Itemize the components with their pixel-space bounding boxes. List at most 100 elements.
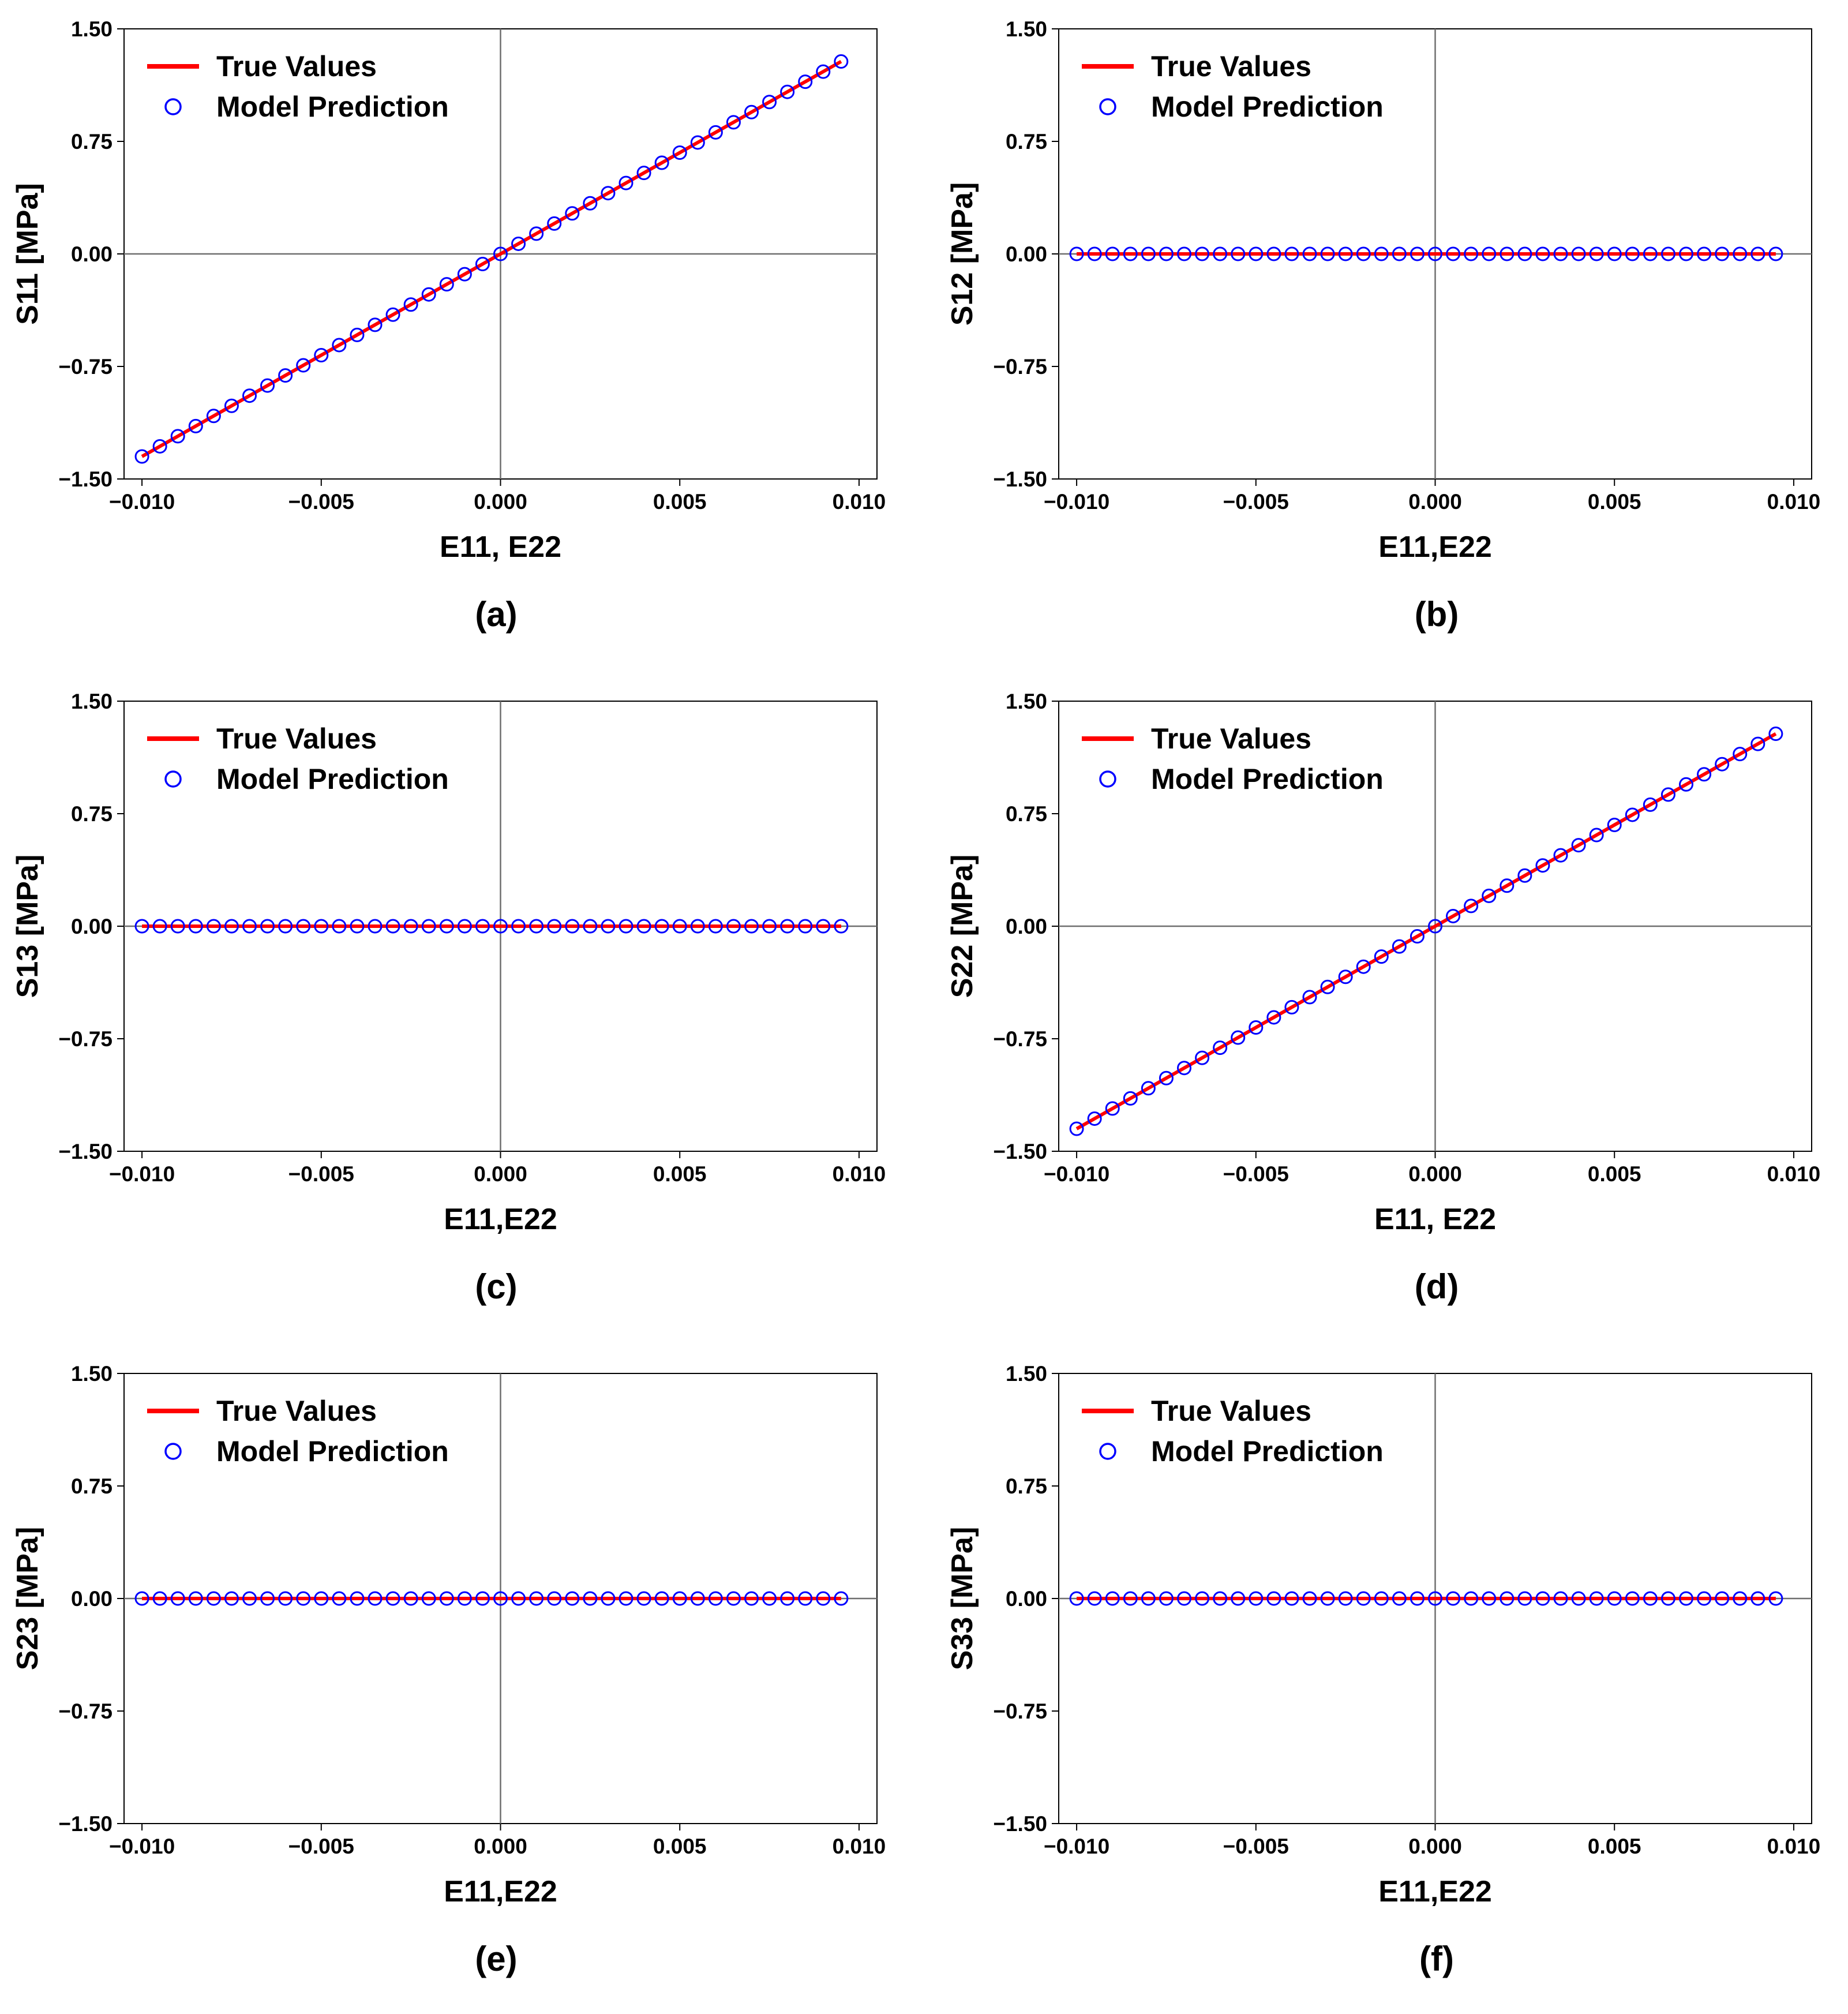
y-axis-label: S22 [MPa]: [946, 855, 979, 998]
model-prediction-point: [726, 115, 741, 130]
x-tick-label: 0.000: [474, 490, 527, 514]
model-prediction-point: [565, 919, 580, 934]
model-prediction-point: [1266, 246, 1281, 261]
caption-f: (f): [1419, 1940, 1454, 1978]
legend-model-prediction-swatch: [164, 98, 182, 115]
model-prediction-point: [1392, 246, 1407, 261]
model-prediction-point: [403, 1591, 418, 1606]
model-prediction-point: [1733, 246, 1748, 261]
model-prediction-point: [744, 919, 759, 934]
model-prediction-point: [1464, 1591, 1479, 1606]
x-tick-label: 0.000: [474, 1162, 527, 1186]
legend-model-prediction-swatch: [1099, 98, 1116, 115]
model-prediction-point: [1231, 246, 1246, 261]
model-prediction-point: [1320, 246, 1335, 261]
model-prediction-point: [385, 307, 400, 322]
model-prediction-point: [134, 919, 149, 934]
y-tick-label: 0.75: [71, 1474, 113, 1498]
model-prediction-point: [1571, 246, 1586, 261]
caption-e: (e): [475, 1940, 518, 1978]
model-prediction-point: [834, 1591, 849, 1606]
model-prediction-point: [439, 277, 454, 292]
model-prediction-point: [1697, 1591, 1712, 1606]
model-prediction-point: [1320, 1591, 1335, 1606]
model-prediction-point: [439, 919, 454, 934]
model-prediction-point: [493, 1591, 508, 1606]
model-prediction-point: [421, 287, 436, 302]
x-tick-label: 0.000: [1408, 490, 1462, 514]
model-prediction-point: [1213, 1591, 1228, 1606]
model-prediction-point: [403, 297, 418, 312]
legend-model-prediction-swatch: [164, 770, 182, 788]
model-prediction-point: [206, 409, 221, 424]
y-tick-label: −1.50: [58, 1140, 113, 1163]
x-tick-label: −0.010: [109, 490, 175, 514]
y-axis-label: S11 [MPa]: [12, 183, 44, 325]
x-tick-label: −0.005: [288, 1162, 354, 1186]
model-prediction-point: [457, 1591, 472, 1606]
model-prediction-point: [206, 1591, 221, 1606]
model-prediction-point: [654, 155, 669, 170]
model-prediction-point: [278, 368, 293, 383]
model-prediction-point: [1213, 1040, 1228, 1055]
model-prediction-point: [1105, 1591, 1120, 1606]
model-prediction-point: [152, 919, 167, 934]
y-tick-label: 0.75: [71, 130, 113, 154]
model-prediction-point: [1410, 246, 1425, 261]
chart-svg-a: −0.010 −0.005 0.000 0.005 0.010 −1.50 −0.75 0.0…: [12, 17, 886, 564]
model-prediction-point: [1679, 246, 1693, 261]
model-prediction-point: [457, 267, 472, 282]
y-tick-label: 1.50: [1006, 17, 1047, 41]
model-prediction-point: [1625, 807, 1640, 822]
model-prediction-point: [726, 1591, 741, 1606]
model-prediction-point: [583, 196, 598, 211]
model-prediction-point: [134, 449, 149, 464]
model-prediction-point: [475, 257, 490, 272]
model-prediction-point: [260, 1591, 275, 1606]
model-prediction-point: [1750, 246, 1765, 261]
model-prediction-point: [332, 338, 347, 353]
caption-a: (a): [475, 595, 518, 634]
model-prediction-point: [385, 919, 400, 934]
model-prediction-point: [1338, 1591, 1353, 1606]
y-tick-label: 0.75: [1006, 802, 1047, 826]
model-prediction-point: [511, 236, 526, 251]
y-tick-label: −0.75: [58, 355, 113, 379]
model-prediction-point: [1607, 1591, 1622, 1606]
model-prediction-point: [368, 919, 383, 934]
chart-svg-f: −0.010 −0.005 0.000 0.005 0.010 −1.50 −0.75 0.0…: [946, 1362, 1821, 1908]
model-prediction-point: [798, 74, 813, 89]
model-prediction-point: [1177, 246, 1191, 261]
x-tick-label: 0.010: [1767, 1835, 1821, 1858]
chart-panel-b: −0.010 −0.005 0.000 0.005 0.010 −1.50 −0.75 0.0…: [946, 17, 1846, 669]
x-tick-label: −0.005: [288, 490, 354, 514]
model-prediction-point: [1643, 246, 1658, 261]
caption-b: (b): [1414, 595, 1459, 634]
model-prediction-point: [1159, 246, 1174, 261]
model-prediction-point: [726, 919, 741, 934]
model-prediction-point: [511, 919, 526, 934]
model-prediction-point: [1266, 1591, 1281, 1606]
model-prediction-point: [529, 1591, 544, 1606]
x-tick-label: 0.000: [1408, 1835, 1462, 1858]
model-prediction-point: [1266, 1010, 1281, 1025]
chart-panel-f: −0.010 −0.005 0.000 0.005 0.010 −1.50 −0.75 0.0…: [946, 1362, 1846, 2014]
x-tick-label: 0.000: [474, 1835, 527, 1858]
y-axis-label: S23 [MPa]: [12, 1527, 44, 1671]
model-prediction-point: [654, 919, 669, 934]
model-prediction-point: [242, 1591, 257, 1606]
y-tick-label: 0.75: [71, 802, 113, 826]
model-prediction-point: [619, 175, 634, 190]
model-prediction-point: [1123, 1591, 1138, 1606]
model-prediction-point: [242, 388, 257, 403]
model-prediction-point: [1428, 1591, 1442, 1606]
x-tick-label: 0.005: [653, 1162, 707, 1186]
model-prediction-point: [547, 216, 562, 231]
x-tick-label: −0.010: [109, 1162, 175, 1186]
model-prediction-point: [1446, 1591, 1461, 1606]
x-tick-label: −0.010: [1044, 1835, 1109, 1858]
model-prediction-point: [1715, 757, 1730, 772]
model-prediction-point: [601, 186, 616, 201]
model-prediction-point: [1284, 999, 1299, 1015]
model-prediction-point: [780, 1591, 795, 1606]
